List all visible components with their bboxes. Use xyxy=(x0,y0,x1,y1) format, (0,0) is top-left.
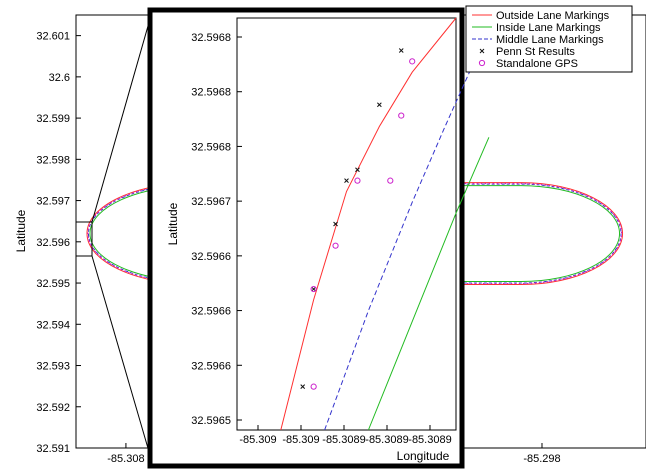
main-x-tick-label: -85.298 xyxy=(523,453,560,465)
inset-axes-frame xyxy=(236,17,457,431)
penn-st-results-point xyxy=(376,102,382,108)
standalone-gps-point xyxy=(387,177,394,184)
inset-y-tick-label: 32.5967 xyxy=(191,196,231,208)
track-oval xyxy=(86,182,624,286)
standalone-gps-point xyxy=(354,177,361,184)
penn-st-results-point xyxy=(398,48,404,53)
inset-y-tick-label: 32.5968 xyxy=(191,87,231,99)
zoom-region-box xyxy=(75,221,93,257)
standalone-gps-point xyxy=(409,58,416,65)
inset-x-tick-label: -85.3089 xyxy=(408,434,451,446)
standalone-gps-point xyxy=(310,285,317,293)
inset-y-tick-label: 32.5966 xyxy=(191,360,231,372)
track-outside-lane xyxy=(86,182,624,286)
main-y-tick-label: 32.597 xyxy=(36,196,70,208)
inset-x-tick-label: -85.309 xyxy=(282,434,319,446)
inset-x-tick-label: -85.3089 xyxy=(365,434,408,446)
main-y-tick-label: 32.593 xyxy=(36,361,70,373)
inside-lane-markings-line xyxy=(367,137,490,431)
main-y-tick-label: 32.596 xyxy=(36,237,70,249)
inset-x-tick-label: -85.309 xyxy=(239,434,276,446)
track-gps-samples xyxy=(87,182,623,285)
penn-st-results-point xyxy=(311,286,317,292)
legend-box xyxy=(465,5,633,73)
main-y-tick-label: 32.592 xyxy=(36,402,70,414)
main-y-axis-label: Latitude xyxy=(14,209,28,252)
legend-label: Outside Lane Markings xyxy=(496,10,610,22)
main-y-tick-label: 32.601 xyxy=(36,31,70,43)
legend-label: Standalone GPS xyxy=(496,58,578,70)
inset-x-axis-label: Longitude xyxy=(397,449,450,463)
legend-label: Middle Lane Markings xyxy=(496,34,604,46)
main-y-tick-label: 32.594 xyxy=(36,319,70,331)
penn-st-results-point xyxy=(355,167,360,173)
main-y-tick-label: 32.598 xyxy=(36,154,70,166)
zoom-connector-top xyxy=(91,11,153,223)
standalone-gps-point xyxy=(332,242,339,249)
main-y-tick-label: 32.595 xyxy=(36,278,70,290)
inset-panel xyxy=(147,7,465,469)
inset-y-tick-label: 32.5965 xyxy=(191,415,231,427)
inset-y-tick-label: 32.5968 xyxy=(191,32,231,44)
outside-lane-markings-line xyxy=(280,17,457,431)
inset-y-tick-label: 32.5968 xyxy=(191,141,231,153)
inset-y-tick-label: 32.5966 xyxy=(191,306,231,318)
track-middle-lane xyxy=(87,183,622,284)
main-y-tick-label: 32.591 xyxy=(36,443,70,455)
legend-label: Penn St Results xyxy=(496,46,575,58)
inset-y-axis-label: Latitude xyxy=(166,202,180,245)
penn-st-results-point xyxy=(344,178,349,183)
standalone-gps-point xyxy=(398,112,405,119)
standalone-gps-point xyxy=(310,383,317,390)
track-inside-lane xyxy=(89,185,621,283)
penn-st-results-point xyxy=(300,384,306,389)
inset-x-tick-label: -85.3089 xyxy=(322,434,365,446)
middle-lane-markings-line xyxy=(324,28,490,431)
legend-label: Inside Lane Markings xyxy=(496,22,601,34)
inset-y-tick-label: 32.5966 xyxy=(191,251,231,263)
legend-swatch xyxy=(479,48,485,54)
legend-swatch xyxy=(478,59,486,67)
zoom-connector-bottom xyxy=(91,255,153,463)
main-x-tick-label: -85.308 xyxy=(107,453,144,465)
main-y-tick-label: 32.6 xyxy=(49,72,70,84)
penn-st-results-point xyxy=(333,221,338,227)
main-y-tick-label: 32.599 xyxy=(36,113,70,125)
